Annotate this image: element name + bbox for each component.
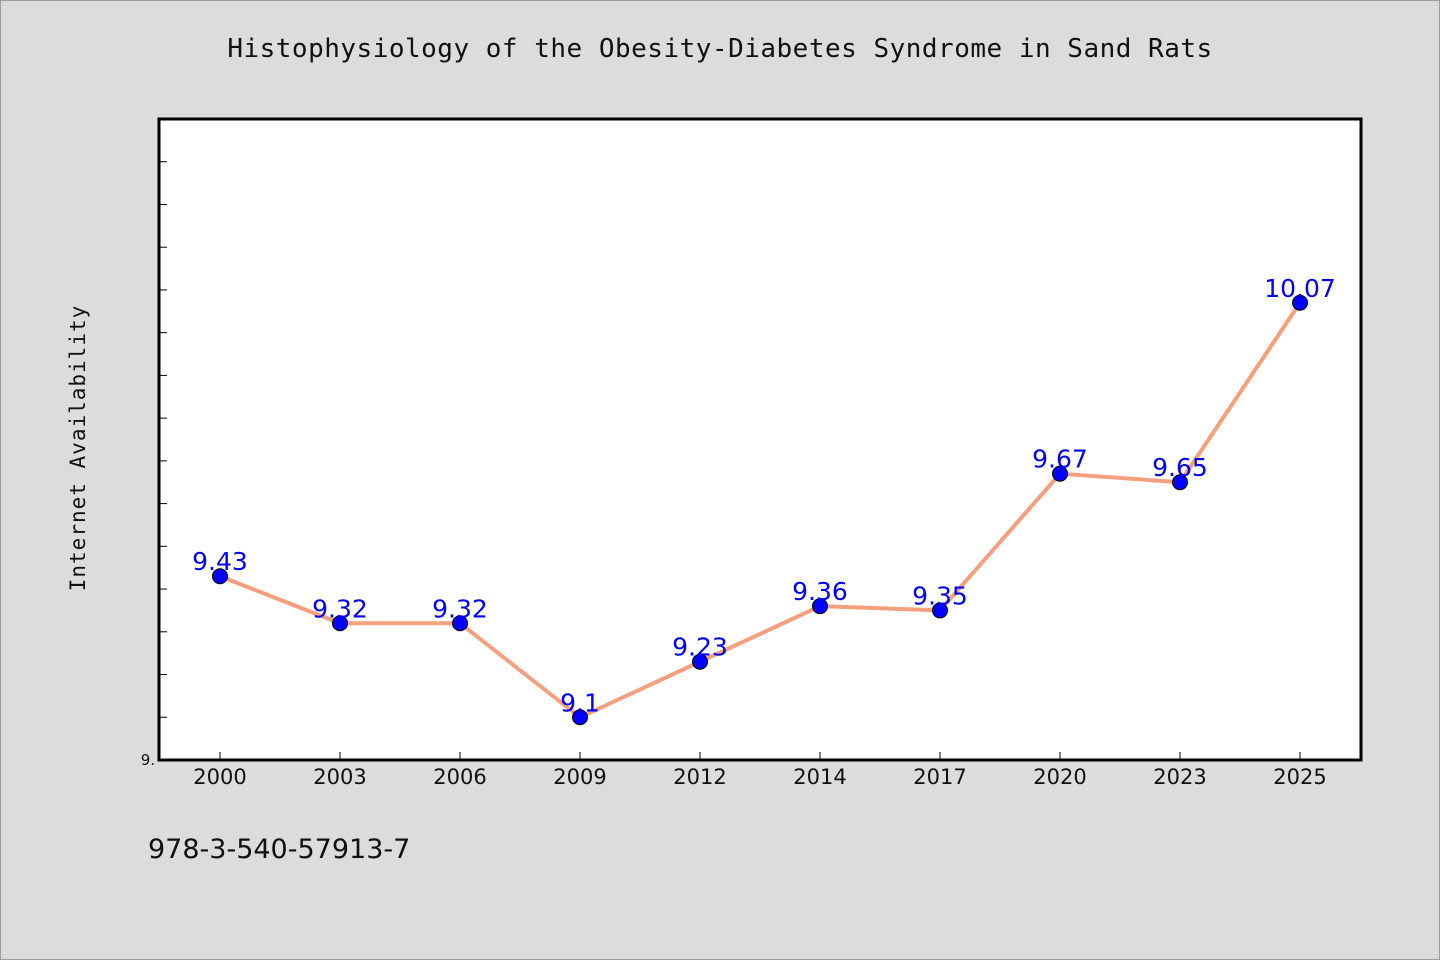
chart-title: Histophysiology of the Obesity-Diabetes … [227, 34, 1213, 64]
x-tick-label: 2025 [1273, 765, 1326, 789]
series-line [219, 301, 1302, 720]
data-label: 9.23 [672, 633, 728, 662]
data-label: 10.07 [1264, 274, 1336, 303]
data-point [332, 615, 348, 632]
data-point [572, 709, 588, 726]
data-point [1052, 465, 1068, 482]
x-tick-label: 2006 [433, 765, 486, 789]
data-label: 9.65 [1152, 453, 1208, 482]
data-label: 9.1 [560, 688, 600, 717]
data-point [1292, 294, 1308, 311]
data-label: 9.36 [792, 577, 848, 606]
x-tick-label: 2000 [193, 765, 246, 789]
x-tick-label: 2017 [913, 765, 966, 789]
data-point [932, 602, 948, 619]
data-point [812, 598, 828, 615]
data-point [1172, 474, 1188, 491]
x-tick-label: 2020 [1033, 765, 1086, 789]
data-point [692, 653, 708, 670]
x-tick-label: 2012 [673, 765, 726, 789]
plot-area [157, 117, 1363, 762]
x-tick-label: 2009 [553, 765, 606, 789]
x-tick-label: 2014 [793, 765, 846, 789]
data-point [452, 615, 468, 632]
x-tick-label: 2003 [313, 765, 366, 789]
data-label: 9.35 [912, 581, 968, 610]
data-label: 9.32 [432, 594, 488, 623]
x-tick-label: 2023 [1153, 765, 1206, 789]
y-tick-label: 9. [141, 751, 155, 769]
footer-code: 978-3-540-57913-7 [148, 834, 411, 865]
data-label: 9.32 [312, 594, 368, 623]
data-label: 9.43 [192, 547, 248, 576]
data-point [212, 568, 228, 585]
data-label: 9.67 [1032, 445, 1088, 474]
